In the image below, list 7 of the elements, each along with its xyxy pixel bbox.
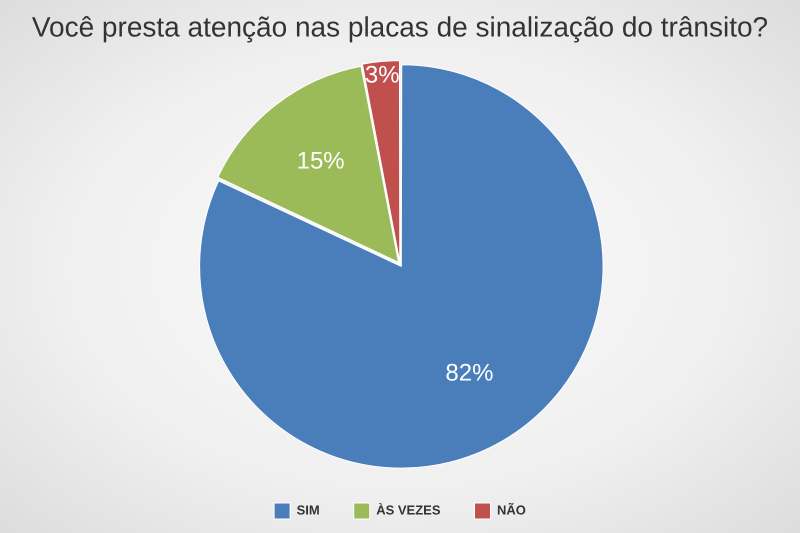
legend-label: ÀS VEZES (376, 502, 441, 518)
legend-label: SIM (296, 502, 320, 518)
data-label: 82% (445, 359, 494, 386)
legend-label: NÃO (497, 502, 526, 518)
data-label: 15% (296, 148, 345, 175)
chart-title: Você presta atenção nas placas de sinalização do trânsito? (32, 12, 768, 43)
data-label: 3% (364, 61, 400, 88)
